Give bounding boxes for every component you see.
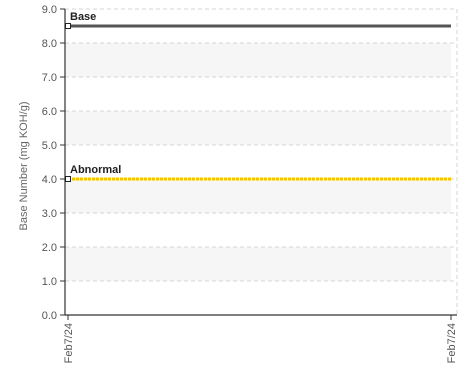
y-tick-label: 4.0: [42, 174, 57, 186]
y-tick-label: 2.0: [42, 242, 57, 254]
y-axis-ticks: 0.0 1.0 2.0 3.0 4.0 5.0 6.0 7.0 8.0 9.0: [42, 4, 65, 322]
y-tick-label: 6.0: [42, 106, 57, 118]
axes: [64, 9, 457, 316]
y-tick-label: 8.0: [42, 38, 57, 50]
data-point[interactable]: [65, 23, 71, 29]
data-point[interactable]: [65, 176, 71, 182]
background-band: [65, 179, 451, 213]
y-tick-label: 3.0: [42, 208, 57, 220]
y-tick-label: 9.0: [42, 4, 57, 16]
series-label: Abnormal: [70, 164, 121, 176]
series-layer: Base Abnormal: [65, 11, 451, 182]
x-tick-label: Feb7/24: [63, 323, 75, 363]
y-axis-title: Base Number (mg KOH/g): [18, 102, 30, 231]
x-axis-ticks: Feb7/24 Feb7/24: [63, 315, 458, 363]
y-tick-label: 0.0: [42, 310, 57, 322]
series-label: Base: [70, 11, 96, 23]
y-tick-label: 7.0: [42, 72, 57, 84]
y-tick-label: 5.0: [42, 140, 57, 152]
y-tick-label: 1.0: [42, 276, 57, 288]
background-band: [65, 43, 451, 77]
x-tick-label: Feb7/24: [446, 323, 458, 363]
plot-background-bands: [65, 43, 451, 281]
background-band: [65, 111, 451, 145]
background-band: [65, 247, 451, 281]
